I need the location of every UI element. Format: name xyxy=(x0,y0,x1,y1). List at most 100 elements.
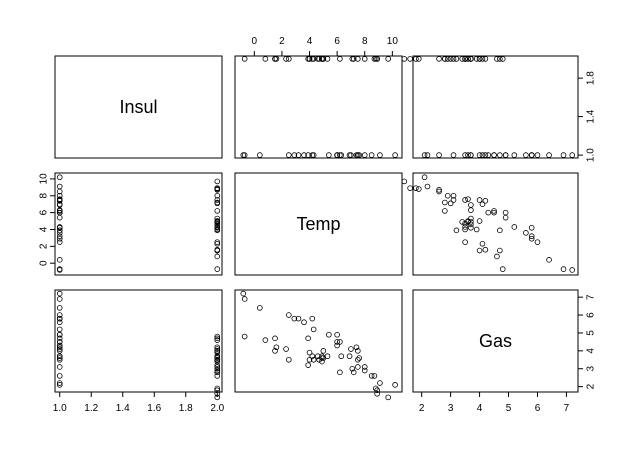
left-axis-temp-tick-label-5: 10 xyxy=(39,173,50,185)
point-temp-insul-50 xyxy=(214,192,221,199)
point-gas-temp-28 xyxy=(272,335,278,342)
right-axis-gas-tick-label-3: 5 xyxy=(586,330,597,336)
point-temp-gas-49 xyxy=(450,197,457,203)
point-temp-insul-48 xyxy=(214,199,221,206)
point-temp-insul-32 xyxy=(214,239,221,245)
bottom-axis-gas-tick-label-2: 4 xyxy=(477,403,483,414)
point-insul-gas-30 xyxy=(482,56,489,62)
point-temp-gas-2 xyxy=(546,257,552,263)
point-insul-gas-22 xyxy=(450,152,457,158)
point-gas-insul-26 xyxy=(214,333,221,340)
point-gas-insul-7 xyxy=(56,335,63,342)
point-insul-gas-48 xyxy=(442,56,448,62)
point-insul-temp-15 xyxy=(338,152,345,158)
bottom-axis-insul-tick-label-3: 1.6 xyxy=(147,403,161,414)
point-insul-gas-51 xyxy=(436,56,442,62)
point-temp-gas-32 xyxy=(462,239,468,245)
point-gas-temp-37 xyxy=(310,356,317,363)
right-axis-insul-tick-label-1: 1.4 xyxy=(586,109,597,123)
point-temp-gas-28 xyxy=(497,247,503,254)
point-temp-insul-2 xyxy=(56,257,63,263)
point-gas-temp-48 xyxy=(350,369,357,376)
point-insul-temp-13 xyxy=(334,152,340,158)
top-axis-temp-tick-label-3: 6 xyxy=(334,36,340,47)
point-insul-gas-31 xyxy=(479,56,486,62)
point-temp-gas-31 xyxy=(479,241,486,247)
point-gas-temp-24 xyxy=(377,380,383,386)
point-insul-temp-22 xyxy=(361,152,368,158)
point-gas-insul-45 xyxy=(214,353,221,360)
point-gas-insul-17 xyxy=(56,346,63,352)
points-layer xyxy=(56,56,576,401)
point-insul-temp-23 xyxy=(368,152,375,158)
point-gas-temp-17 xyxy=(348,346,354,352)
point-gas-temp-4 xyxy=(291,315,298,322)
point-temp-insul-44 xyxy=(214,218,221,224)
point-gas-temp-36 xyxy=(309,353,316,360)
point-temp-gas-24 xyxy=(424,183,431,190)
panel-temp-vs-insul xyxy=(54,172,223,276)
point-insul-gas-33 xyxy=(453,56,460,62)
bottom-axis-gas-tick-label-4: 6 xyxy=(535,403,541,414)
point-gas-insul-19 xyxy=(56,356,63,363)
panel-gas-vs-insul xyxy=(54,289,223,393)
point-insul-gas-1 xyxy=(560,152,567,158)
point-gas-insul-18 xyxy=(56,344,63,351)
point-insul-gas-19 xyxy=(462,152,468,158)
point-gas-temp-11 xyxy=(334,331,340,338)
point-insul-gas-6 xyxy=(523,152,529,158)
point-gas-temp-40 xyxy=(319,358,325,365)
variable-label-temp: Temp xyxy=(296,214,340,234)
top-axis-temp-tick-label-5: 10 xyxy=(387,36,399,47)
point-temp-gas-51 xyxy=(436,187,442,193)
bottom-axis-insul-tick-label-4: 1.8 xyxy=(179,403,193,414)
bottom-axis-gas-tick-label-5: 7 xyxy=(564,403,570,414)
top-axis-temp-tick-label-1: 2 xyxy=(279,36,285,47)
point-temp-gas-29 xyxy=(476,247,483,254)
bottom-axis-insul-tick-label-2: 1.4 xyxy=(116,403,130,414)
point-gas-temp-21 xyxy=(356,355,363,361)
point-temp-gas-50 xyxy=(444,192,451,199)
point-temp-gas-54 xyxy=(407,185,413,191)
point-gas-insul-3 xyxy=(56,312,63,318)
point-gas-insul-40 xyxy=(214,358,221,365)
point-temp-gas-6 xyxy=(523,230,529,236)
point-gas-temp-23 xyxy=(368,373,375,379)
point-gas-temp-18 xyxy=(353,344,360,351)
point-gas-temp-49 xyxy=(355,364,361,370)
point-temp-gas-21 xyxy=(465,196,471,202)
variable-label-insul: Insul xyxy=(119,97,157,117)
point-temp-gas-12 xyxy=(485,209,492,216)
point-gas-insul-47 xyxy=(214,365,221,372)
point-insul-temp-7 xyxy=(305,152,311,158)
point-insul-temp-25 xyxy=(392,152,398,158)
point-temp-gas-25 xyxy=(421,174,428,181)
point-gas-temp-51 xyxy=(371,373,378,379)
point-insul-gas-21 xyxy=(465,152,471,158)
point-insul-gas-52 xyxy=(415,56,422,62)
panel-insul-vs-gas xyxy=(412,55,579,159)
point-insul-gas-20 xyxy=(476,152,483,158)
point-insul-temp-3 xyxy=(286,152,292,158)
point-temp-insul-1 xyxy=(56,266,63,272)
point-gas-temp-8 xyxy=(309,315,316,322)
point-gas-insul-30 xyxy=(214,344,221,351)
point-gas-temp-46 xyxy=(337,369,343,376)
point-insul-gas-23 xyxy=(436,152,442,158)
point-gas-insul-43 xyxy=(214,348,221,354)
point-temp-gas-40 xyxy=(459,219,466,225)
point-gas-temp-27 xyxy=(262,337,269,343)
point-insul-gas-12 xyxy=(485,152,492,158)
point-temp-insul-49 xyxy=(214,197,221,203)
point-gas-insul-12 xyxy=(56,342,63,349)
point-gas-temp-7 xyxy=(305,335,311,342)
point-temp-gas-11 xyxy=(502,209,509,216)
point-temp-insul-24 xyxy=(56,183,63,190)
point-temp-gas-27 xyxy=(494,253,500,260)
point-temp-gas-7 xyxy=(497,227,503,234)
point-temp-insul-5 xyxy=(56,233,63,240)
point-gas-temp-15 xyxy=(338,353,345,360)
point-gas-insul-39 xyxy=(214,356,221,363)
point-gas-insul-33 xyxy=(214,362,221,368)
point-temp-gas-13 xyxy=(491,209,497,216)
